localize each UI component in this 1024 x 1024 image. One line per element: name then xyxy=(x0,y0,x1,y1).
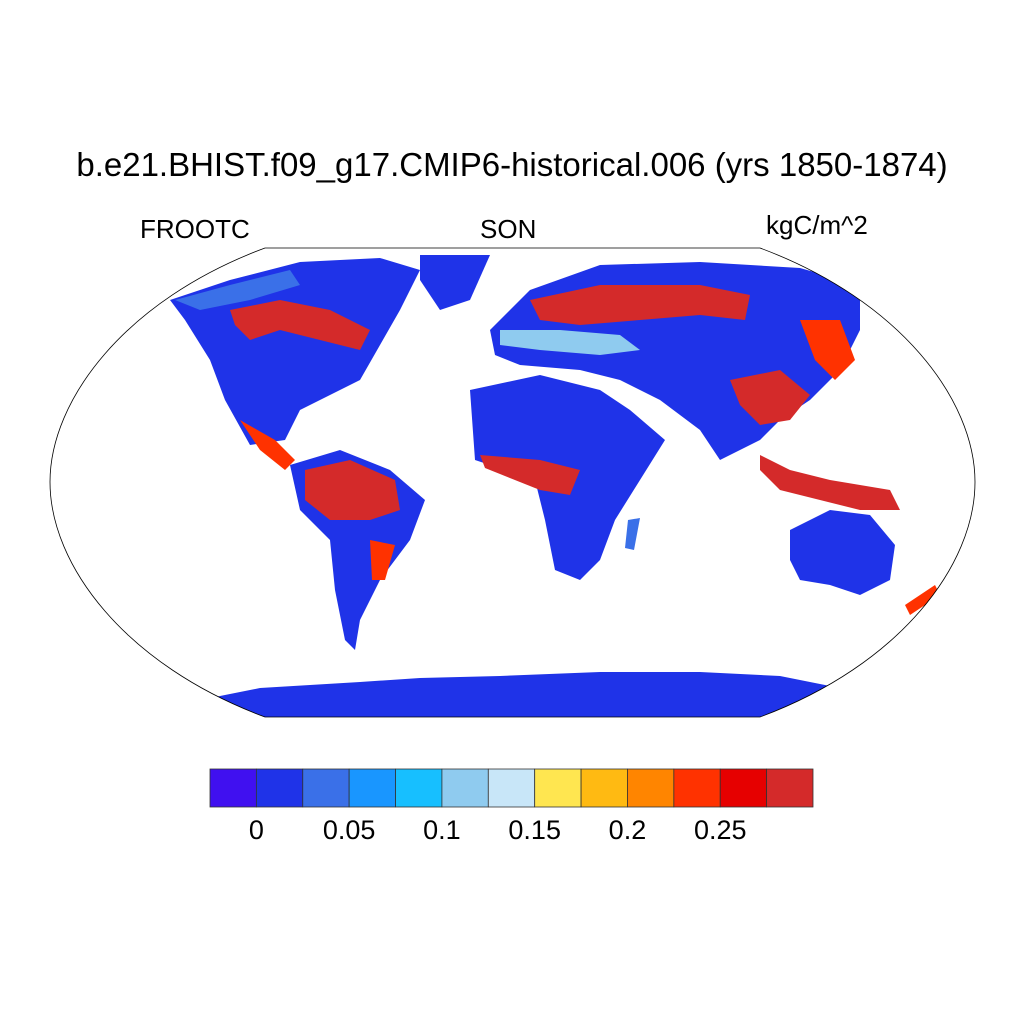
alaska-band xyxy=(175,270,300,310)
east-asia xyxy=(730,370,810,425)
colorbar-box xyxy=(719,768,768,808)
colorbar-box xyxy=(441,768,489,808)
colorbar-label: 0 xyxy=(248,815,264,845)
new-zealand xyxy=(905,585,940,615)
colorbar-box xyxy=(255,768,304,808)
central-africa xyxy=(480,455,580,495)
colorbar-box xyxy=(209,768,257,808)
colorbar-box xyxy=(627,768,675,808)
colorbar-box xyxy=(487,768,536,808)
colorbar-box xyxy=(348,768,396,808)
colorbar-label: 0.05 xyxy=(322,815,376,845)
siberia-band xyxy=(530,285,750,325)
units-label: kgC/m^2 xyxy=(766,210,868,240)
se-brazil xyxy=(370,540,395,580)
indonesia xyxy=(760,455,900,510)
land-field xyxy=(170,255,940,717)
canada-high-band xyxy=(230,300,370,350)
plot-title: b.e21.BHIST.f09_g17.CMIP6-historical.006… xyxy=(76,146,948,183)
map-boundary xyxy=(49,247,976,718)
season-label: SON xyxy=(480,214,537,244)
colorbar-box xyxy=(534,768,582,808)
colorbar-box xyxy=(302,768,350,808)
australia xyxy=(790,510,895,595)
colorbar-label: 0.1 xyxy=(423,815,461,845)
antarctica xyxy=(200,672,900,717)
colorbar-label: 0.25 xyxy=(693,815,747,845)
europe-band xyxy=(500,330,640,355)
colorbar-label: 0.2 xyxy=(608,815,647,845)
greenland xyxy=(420,255,490,310)
north-america xyxy=(170,258,420,445)
central-america xyxy=(240,420,295,470)
colorbar xyxy=(209,768,814,808)
madagascar xyxy=(625,518,640,550)
colorbar-label: 0.15 xyxy=(508,815,561,845)
variable-label: FROOTC xyxy=(140,214,250,244)
far-east xyxy=(800,320,855,380)
colorbar-box xyxy=(580,768,628,808)
colorbar-box xyxy=(395,768,443,808)
colorbar-box xyxy=(766,768,814,808)
colorbar-box xyxy=(673,768,721,808)
amazon xyxy=(305,460,400,520)
